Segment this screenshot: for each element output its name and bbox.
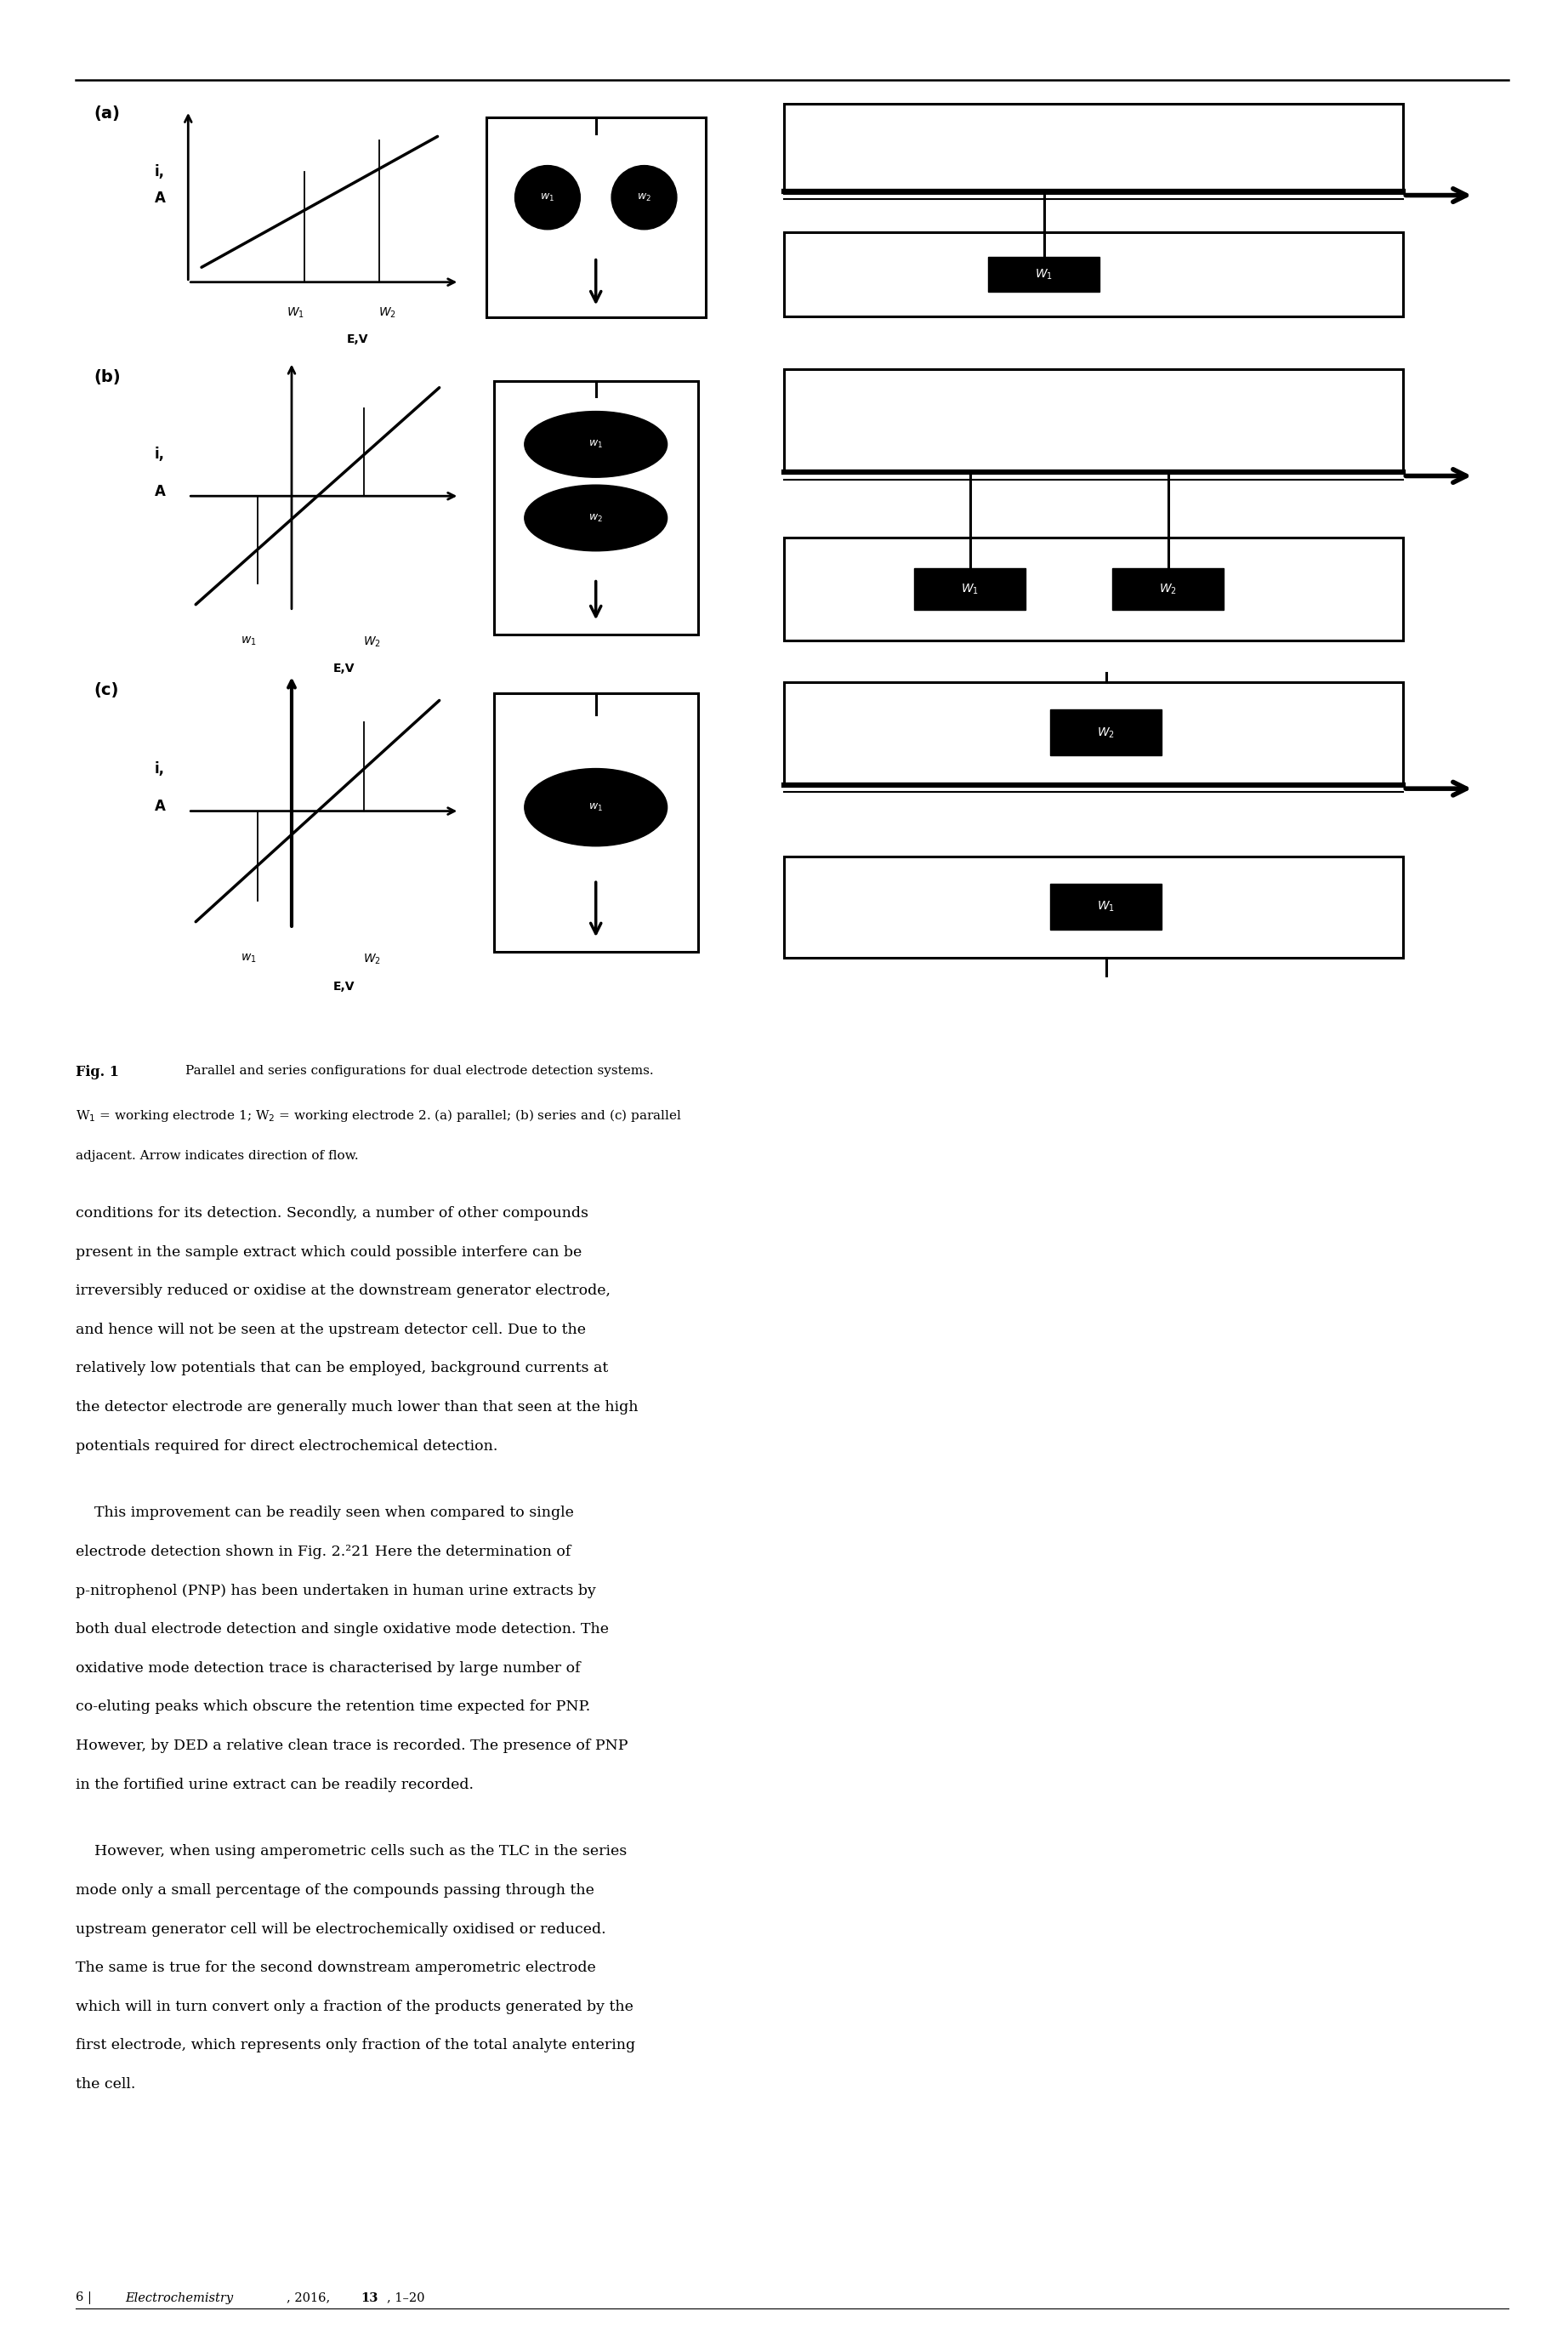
- Text: However, by DED a relative clean trace is recorded. The presence of PNP: However, by DED a relative clean trace i…: [75, 1740, 627, 1754]
- Text: i,: i,: [155, 165, 165, 179]
- Text: A: A: [155, 799, 165, 813]
- Text: $w_1$: $w_1$: [241, 952, 257, 964]
- Text: potentials required for direct electrochemical detection.: potentials required for direct electroch…: [75, 1439, 497, 1453]
- Ellipse shape: [612, 165, 677, 230]
- Text: E,V: E,V: [347, 334, 368, 346]
- Text: E,V: E,V: [332, 980, 354, 992]
- Ellipse shape: [524, 484, 668, 550]
- Text: $W_1$: $W_1$: [287, 306, 304, 320]
- Text: , 1–20: , 1–20: [387, 2292, 425, 2304]
- Text: adjacent. Arrow indicates direction of flow.: adjacent. Arrow indicates direction of f…: [75, 1150, 358, 1161]
- Text: $W_2$: $W_2$: [1159, 583, 1178, 597]
- Bar: [988, 256, 1099, 292]
- Text: irreversibly reduced or oxidise at the downstream generator electrode,: irreversibly reduced or oxidise at the d…: [75, 1284, 610, 1298]
- Text: i,: i,: [155, 762, 165, 776]
- Text: both dual electrode detection and single oxidative mode detection. The: both dual electrode detection and single…: [75, 1622, 608, 1636]
- Text: , 2016,: , 2016,: [287, 2292, 334, 2304]
- Ellipse shape: [514, 165, 580, 230]
- Text: The same is true for the second downstream amperometric electrode: The same is true for the second downstre…: [75, 1961, 596, 1975]
- Text: conditions for its detection. Secondly, a number of other compounds: conditions for its detection. Secondly, …: [75, 1206, 588, 1220]
- Text: 13: 13: [361, 2292, 378, 2304]
- Bar: [494, 694, 698, 952]
- Text: Electrochemistry: Electrochemistry: [125, 2292, 234, 2304]
- Bar: [784, 682, 1403, 783]
- Text: This improvement can be readily seen when compared to single: This improvement can be readily seen whe…: [75, 1507, 574, 1521]
- Text: i,: i,: [155, 447, 165, 463]
- Text: $W_2$: $W_2$: [378, 306, 397, 320]
- Bar: [784, 103, 1403, 193]
- Text: present in the sample extract which could possible interfere can be: present in the sample extract which coul…: [75, 1246, 582, 1260]
- Text: the detector electrode are generally much lower than that seen at the high: the detector electrode are generally muc…: [75, 1401, 638, 1415]
- Text: A: A: [155, 190, 165, 207]
- Text: $w_2$: $w_2$: [637, 193, 651, 202]
- Text: in the fortified urine extract can be readily recorded.: in the fortified urine extract can be re…: [75, 1777, 474, 1791]
- Bar: [1051, 884, 1162, 931]
- Ellipse shape: [524, 769, 668, 846]
- Text: (b): (b): [94, 369, 121, 386]
- Text: $W_1$: $W_1$: [1035, 268, 1054, 282]
- Bar: [914, 569, 1025, 611]
- Text: Fig. 1: Fig. 1: [75, 1065, 119, 1079]
- Text: the cell.: the cell.: [75, 2078, 135, 2092]
- Text: $w_1$: $w_1$: [588, 802, 604, 813]
- Text: $W_1$: $W_1$: [961, 583, 978, 597]
- Text: electrode detection shown in Fig. 2.²21 Here the determination of: electrode detection shown in Fig. 2.²21 …: [75, 1545, 571, 1559]
- Text: $w_1$: $w_1$: [588, 440, 604, 449]
- Text: (a): (a): [94, 106, 121, 122]
- Text: first electrode, which represents only fraction of the total analyte entering: first electrode, which represents only f…: [75, 2038, 635, 2052]
- Bar: [1112, 569, 1223, 611]
- Text: (c): (c): [94, 682, 119, 698]
- Text: relatively low potentials that can be employed, background currents at: relatively low potentials that can be em…: [75, 1361, 608, 1375]
- Text: p-nitrophenol (PNP) has been undertaken in human urine extracts by: p-nitrophenol (PNP) has been undertaken …: [75, 1585, 596, 1599]
- Ellipse shape: [524, 411, 668, 477]
- Text: co-eluting peaks which obscure the retention time expected for PNP.: co-eluting peaks which obscure the reten…: [75, 1700, 590, 1714]
- Text: which will in turn convert only a fraction of the products generated by the: which will in turn convert only a fracti…: [75, 1998, 633, 2015]
- Text: oxidative mode detection trace is characterised by large number of: oxidative mode detection trace is charac…: [75, 1662, 580, 1676]
- Text: E,V: E,V: [332, 663, 354, 675]
- Bar: [784, 233, 1403, 317]
- Text: A: A: [155, 484, 165, 498]
- Text: mode only a small percentage of the compounds passing through the: mode only a small percentage of the comp…: [75, 1883, 594, 1897]
- Bar: [494, 381, 698, 635]
- Text: $W_2$: $W_2$: [364, 635, 381, 649]
- Text: upstream generator cell will be electrochemically oxidised or reduced.: upstream generator cell will be electroc…: [75, 1923, 605, 1937]
- Text: $W_2$: $W_2$: [364, 952, 381, 966]
- Text: and hence will not be seen at the upstream detector cell. Due to the: and hence will not be seen at the upstre…: [75, 1321, 585, 1338]
- Text: $w_1$: $w_1$: [541, 193, 555, 202]
- Text: W$_1$ = working electrode 1; W$_2$ = working electrode 2. (a) parallel; (b) seri: W$_1$ = working electrode 1; W$_2$ = wor…: [75, 1107, 682, 1124]
- Text: 6 |: 6 |: [75, 2292, 96, 2304]
- Bar: [784, 369, 1403, 473]
- Text: $w_2$: $w_2$: [588, 513, 604, 524]
- Bar: [784, 538, 1403, 639]
- Bar: [486, 118, 706, 317]
- Text: $W_2$: $W_2$: [1098, 726, 1115, 741]
- Text: However, when using amperometric cells such as the TLC in the series: However, when using amperometric cells s…: [75, 1843, 627, 1860]
- Text: $W_1$: $W_1$: [1098, 900, 1115, 915]
- Bar: [784, 856, 1403, 957]
- Text: Parallel and series configurations for dual electrode detection systems.: Parallel and series configurations for d…: [185, 1065, 654, 1077]
- Bar: [1051, 710, 1162, 755]
- Text: $w_1$: $w_1$: [241, 635, 257, 647]
